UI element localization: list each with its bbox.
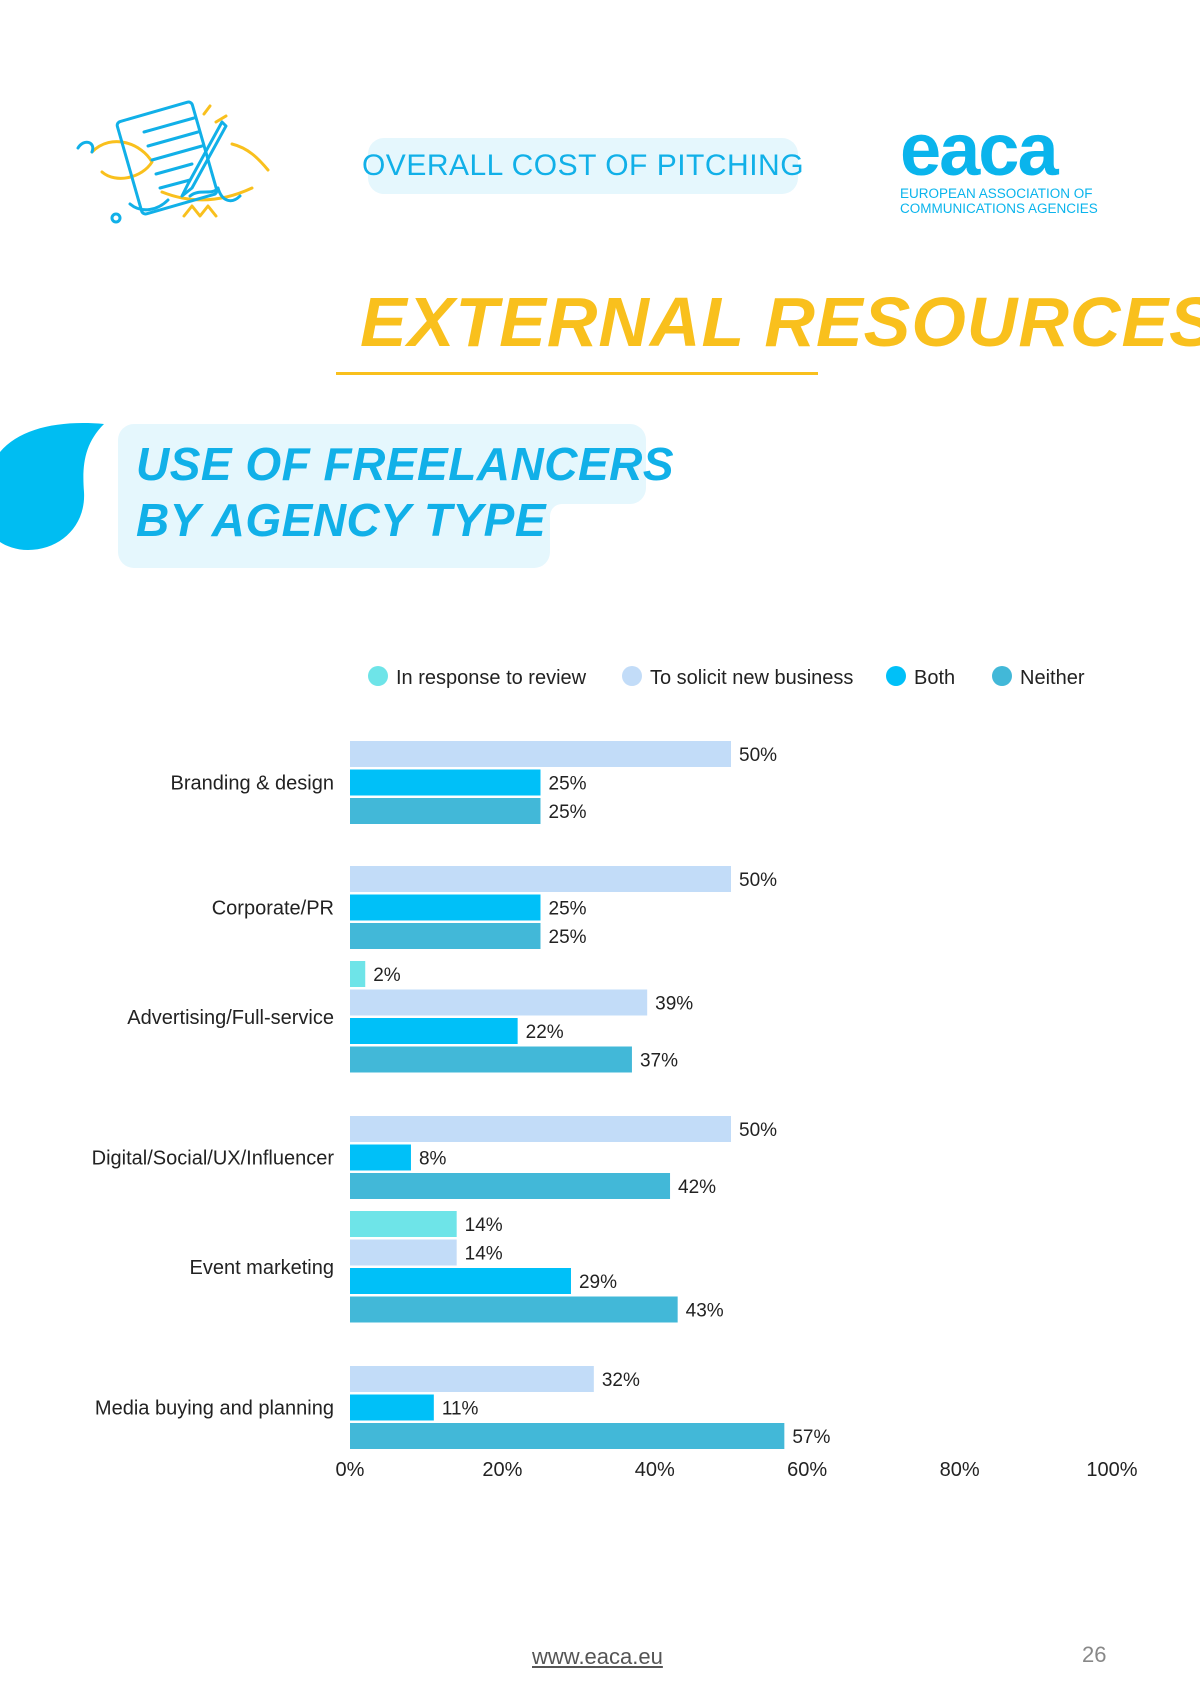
bar <box>350 866 731 892</box>
bar <box>350 1296 678 1323</box>
footer-url[interactable]: www.eaca.eu <box>532 1644 663 1669</box>
chart-heading: USE OF FREELANCERS BY AGENCY TYPE <box>136 436 674 548</box>
bar-value-label: 43% <box>686 1301 724 1322</box>
bar <box>350 1423 785 1449</box>
logo-wordmark: eaca <box>900 108 1059 191</box>
legend-label: Neither <box>1020 667 1085 689</box>
bar <box>350 1366 594 1392</box>
legend-marker <box>992 666 1012 686</box>
bar <box>350 1116 731 1142</box>
x-tick-label: 40% <box>635 1459 675 1481</box>
bar-value-label: 37% <box>640 1051 678 1072</box>
category-label: Digital/Social/UX/Influencer <box>92 1148 335 1170</box>
bar-value-label: 14% <box>465 1215 503 1236</box>
freelancers-bar-chart: In response to review To solicit new busi… <box>92 666 1138 1481</box>
title-underline <box>336 372 818 375</box>
bar <box>350 1394 434 1421</box>
bar-value-label: 57% <box>792 1427 830 1448</box>
section-label-pill: OVERALL COST OF PITCHING <box>362 138 804 194</box>
x-tick-label: 80% <box>940 1459 980 1481</box>
category-label: Advertising/Full-service <box>127 1007 334 1029</box>
bar-value-label: 50% <box>739 1120 777 1141</box>
category-label: Corporate/PR <box>212 898 334 920</box>
bar <box>350 961 366 987</box>
legend-marker <box>622 666 642 686</box>
bar <box>350 769 541 796</box>
category-label: Media buying and planning <box>95 1398 334 1420</box>
bar <box>350 1211 457 1237</box>
page-number: 26 <box>1082 1642 1107 1667</box>
bar <box>350 894 541 921</box>
bar-value-label: 25% <box>549 802 587 823</box>
legend-marker <box>886 666 906 686</box>
bar-value-label: 39% <box>655 994 693 1015</box>
bar <box>350 1173 671 1199</box>
bar <box>350 741 731 767</box>
x-tick-label: 100% <box>1086 1459 1137 1481</box>
category-label: Branding & design <box>171 773 334 795</box>
chart-heading-line-1: USE OF FREELANCERS <box>136 438 675 490</box>
chart-heading-background <box>118 424 646 568</box>
x-tick-label: 60% <box>787 1459 827 1481</box>
bar <box>350 989 648 1016</box>
x-tick-label: 20% <box>482 1459 522 1481</box>
bar-value-label: 50% <box>739 870 777 891</box>
category-label: Event marketing <box>189 1257 334 1279</box>
logo-subtitle: EUROPEAN ASSOCIATION OF COMMUNICATIONS A… <box>900 186 1098 216</box>
legend-label: Both <box>914 667 955 689</box>
page-title: EXTERNAL RESOURCES <box>360 283 1200 361</box>
bar <box>350 798 541 824</box>
bar-value-label: 25% <box>549 927 587 948</box>
bar <box>350 1046 632 1073</box>
bar-value-label: 2% <box>373 965 401 986</box>
bar-value-label: 42% <box>678 1177 716 1198</box>
bar-value-label: 8% <box>419 1149 447 1170</box>
legend-label: To solicit new business <box>650 667 853 689</box>
legend-marker <box>368 666 388 686</box>
eaca-logo: eaca EUROPEAN ASSOCIATION OF COMMUNICATI… <box>900 108 1120 217</box>
x-tick-label: 0% <box>336 1459 365 1481</box>
bar <box>350 1018 518 1044</box>
bar-value-label: 14% <box>465 1244 503 1265</box>
bar-value-label: 29% <box>579 1272 617 1293</box>
bar-value-label: 11% <box>442 1399 479 1420</box>
bar-value-label: 50% <box>739 745 777 766</box>
document-signing-illustration <box>76 100 270 224</box>
bar-value-label: 32% <box>602 1370 640 1391</box>
bar-value-label: 25% <box>549 774 587 795</box>
bar <box>350 1239 457 1266</box>
legend-label: In response to review <box>396 667 587 689</box>
bar <box>350 1144 411 1171</box>
bar-value-label: 25% <box>549 899 587 920</box>
bar <box>350 923 541 949</box>
bar <box>350 1268 571 1294</box>
bar-value-label: 22% <box>526 1022 564 1043</box>
blue-drop-decoration <box>0 423 104 550</box>
chart-heading-line-2: BY AGENCY TYPE <box>136 494 547 546</box>
